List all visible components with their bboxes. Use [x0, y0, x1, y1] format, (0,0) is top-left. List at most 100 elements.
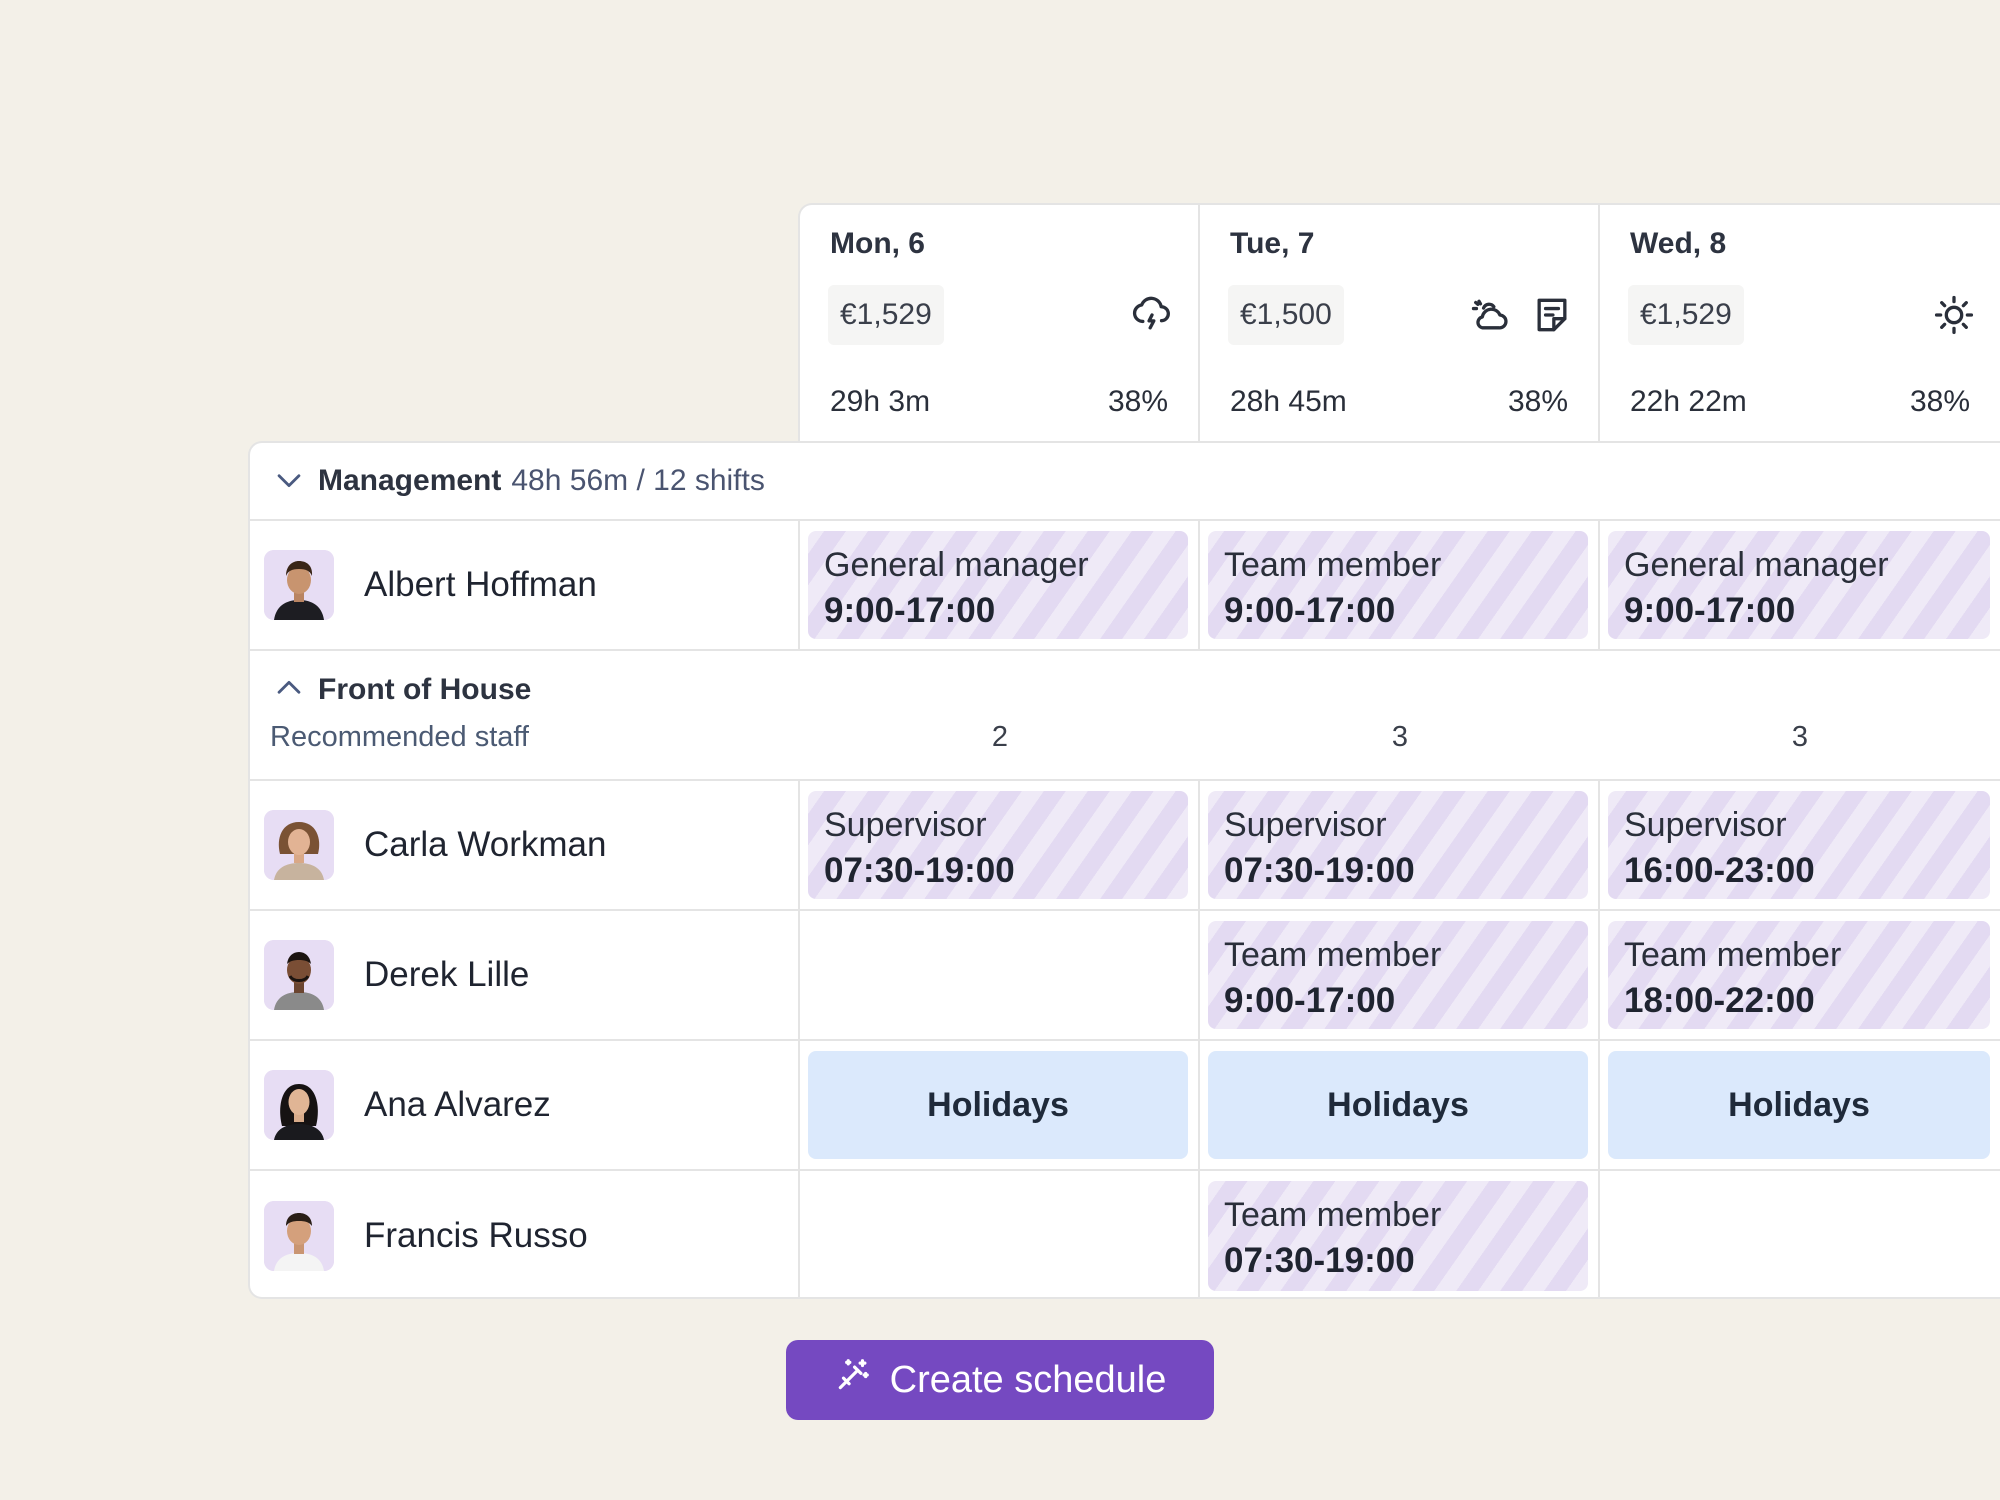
day-name: Mon, 6 — [830, 227, 925, 260]
shift-role: Team member — [1224, 546, 1442, 584]
time-off-cell[interactable]: Holidays — [1600, 1041, 2000, 1169]
employee-name: Albert Hoffman — [364, 565, 597, 604]
empty-shift-cell[interactable] — [800, 911, 1200, 1039]
group-title: Management 48h 56m / 12 shifts — [318, 464, 765, 498]
create-schedule-button[interactable]: Create schedule — [786, 1340, 1214, 1420]
group-header-management[interactable]: Management 48h 56m / 12 shifts — [250, 443, 2000, 521]
shift-cell[interactable]: Supervisor 16:00-23:00 — [1600, 781, 2000, 909]
day-labor-cost: €1,529 — [828, 285, 944, 345]
shift-role: Supervisor — [1224, 806, 1387, 844]
recommended-staff-count: 2 — [991, 721, 1009, 753]
employee-cell[interactable]: Derek Lille — [250, 911, 800, 1039]
shift-time: 16:00-23:00 — [1624, 851, 1815, 890]
cloud-sun-icon — [1468, 293, 1512, 342]
shift-cell[interactable]: Team member 9:00-17:00 — [1200, 911, 1600, 1039]
recommended-staff-label: Recommended staff — [270, 721, 529, 753]
day-hours: 22h 22m — [1630, 385, 1747, 418]
shift-role: Team member — [1224, 1196, 1442, 1234]
recommended-staff-count: 3 — [1391, 721, 1409, 753]
holiday-card[interactable]: Holidays — [1208, 1051, 1588, 1159]
employee-cell[interactable]: Carla Workman — [250, 781, 800, 909]
day-labor-cost: €1,500 — [1228, 285, 1344, 345]
holiday-card[interactable]: Holidays — [1608, 1051, 1990, 1159]
shift-cell[interactable]: General manager 9:00-17:00 — [1600, 521, 2000, 649]
holiday-card[interactable]: Holidays — [808, 1051, 1188, 1159]
shift-time: 07:30-19:00 — [824, 851, 1015, 890]
schedule-table: Management 48h 56m / 12 shifts Albert Hof… — [248, 441, 2000, 1299]
employee-name: Francis Russo — [364, 1216, 588, 1255]
day-hours: 29h 3m — [830, 385, 931, 418]
avatar — [264, 1070, 334, 1140]
create-schedule-label: Create schedule — [889, 1358, 1167, 1401]
employee-row: Carla Workman Supervisor 07:30-19:00 Sup… — [250, 781, 2000, 911]
shift-role: Supervisor — [1624, 806, 1787, 844]
day-column-tue[interactable]: Tue, 7 €1,500 28 — [1200, 205, 1600, 441]
shift-cell[interactable]: General manager 9:00-17:00 — [800, 521, 1200, 649]
empty-shift-cell[interactable] — [1600, 1171, 2000, 1297]
shift-cell[interactable]: Supervisor 07:30-19:00 — [1200, 781, 1600, 909]
shift-role: Team member — [1624, 936, 1842, 974]
shift-cell[interactable]: Team member 9:00-17:00 — [1200, 521, 1600, 649]
shift-card[interactable]: Team member 9:00-17:00 — [1208, 531, 1588, 639]
day-name: Tue, 7 — [1230, 227, 1315, 260]
shift-card[interactable]: Supervisor 07:30-19:00 — [1208, 791, 1588, 899]
employee-row: Derek Lille Team member 9:00-17:00 Team … — [250, 911, 2000, 1041]
shift-role: Team member — [1224, 936, 1442, 974]
magic-wand-icon — [834, 1356, 872, 1404]
group-summary: 48h 56m / 12 shifts — [511, 464, 765, 497]
employee-cell[interactable]: Albert Hoffman — [250, 521, 800, 649]
shift-time: 07:30-19:00 — [1224, 1241, 1415, 1280]
day-percent: 38% — [1909, 385, 1970, 418]
employee-cell[interactable]: Francis Russo — [250, 1171, 800, 1297]
avatar — [264, 810, 334, 880]
shift-card[interactable]: General manager 9:00-17:00 — [1608, 531, 1990, 639]
group-name: Front of House — [318, 673, 532, 706]
shift-cell[interactable]: Supervisor 07:30-19:00 — [800, 781, 1200, 909]
shift-cell[interactable]: Team member 07:30-19:00 — [1200, 1171, 1600, 1297]
cloud-rain-icon — [1130, 293, 1174, 342]
shift-cell[interactable]: Team member 18:00-22:00 — [1600, 911, 2000, 1039]
sun-icon — [1932, 293, 1976, 342]
shift-time: 9:00-17:00 — [824, 591, 996, 630]
shift-card[interactable]: Supervisor 16:00-23:00 — [1608, 791, 1990, 899]
shift-time: 9:00-17:00 — [1224, 981, 1396, 1020]
employee-row: Ana Alvarez Holidays Holidays Holidays — [250, 1041, 2000, 1171]
employee-row: Albert Hoffman General manager 9:00-17:0… — [250, 521, 2000, 651]
shift-card[interactable]: Team member 07:30-19:00 — [1208, 1181, 1588, 1291]
recommended-staff-count: 3 — [1791, 721, 1809, 753]
shift-role: General manager — [824, 546, 1089, 584]
employee-name: Ana Alvarez — [364, 1085, 551, 1124]
note-icon[interactable] — [1530, 293, 1574, 342]
shift-role: Supervisor — [824, 806, 987, 844]
day-name: Wed, 8 — [1630, 227, 1727, 260]
shift-time: 07:30-19:00 — [1224, 851, 1415, 890]
empty-shift-cell[interactable] — [800, 1171, 1200, 1297]
avatar — [264, 550, 334, 620]
day-percent: 38% — [1107, 385, 1168, 418]
avatar — [264, 940, 334, 1010]
shift-card[interactable]: Supervisor 07:30-19:00 — [808, 791, 1188, 899]
shift-time: 18:00-22:00 — [1624, 981, 1815, 1020]
employee-cell[interactable]: Ana Alvarez — [250, 1041, 800, 1169]
employee-row: Francis Russo Team member 07:30-19:00 — [250, 1171, 2000, 1297]
shift-card[interactable]: General manager 9:00-17:00 — [808, 531, 1188, 639]
time-off-cell[interactable]: Holidays — [1200, 1041, 1600, 1169]
employee-name: Derek Lille — [364, 955, 530, 994]
day-column-wed[interactable]: Wed, 8 €1,529 22h 22m 38% — [1600, 205, 2000, 441]
time-off-cell[interactable]: Holidays — [800, 1041, 1200, 1169]
group-header-front-of-house[interactable]: Front of House Recommended staff 2 3 3 — [250, 651, 2000, 781]
shift-role: General manager — [1624, 546, 1889, 584]
day-header: Mon, 6 €1,529 29h 3m 38% Tue, 7 €1,500 — [798, 203, 2000, 441]
shift-card[interactable]: Team member 18:00-22:00 — [1608, 921, 1990, 1029]
shift-time: 9:00-17:00 — [1224, 591, 1396, 630]
shift-card[interactable]: Team member 9:00-17:00 — [1208, 921, 1588, 1029]
day-percent: 38% — [1507, 385, 1568, 418]
employee-name: Carla Workman — [364, 825, 607, 864]
group-name: Management — [318, 464, 502, 497]
day-column-mon[interactable]: Mon, 6 €1,529 29h 3m 38% — [800, 205, 1200, 441]
day-labor-cost: €1,529 — [1628, 285, 1744, 345]
shift-time: 9:00-17:00 — [1624, 591, 1796, 630]
chevron-down-icon[interactable] — [272, 463, 306, 497]
chevron-up-icon[interactable] — [272, 671, 306, 705]
